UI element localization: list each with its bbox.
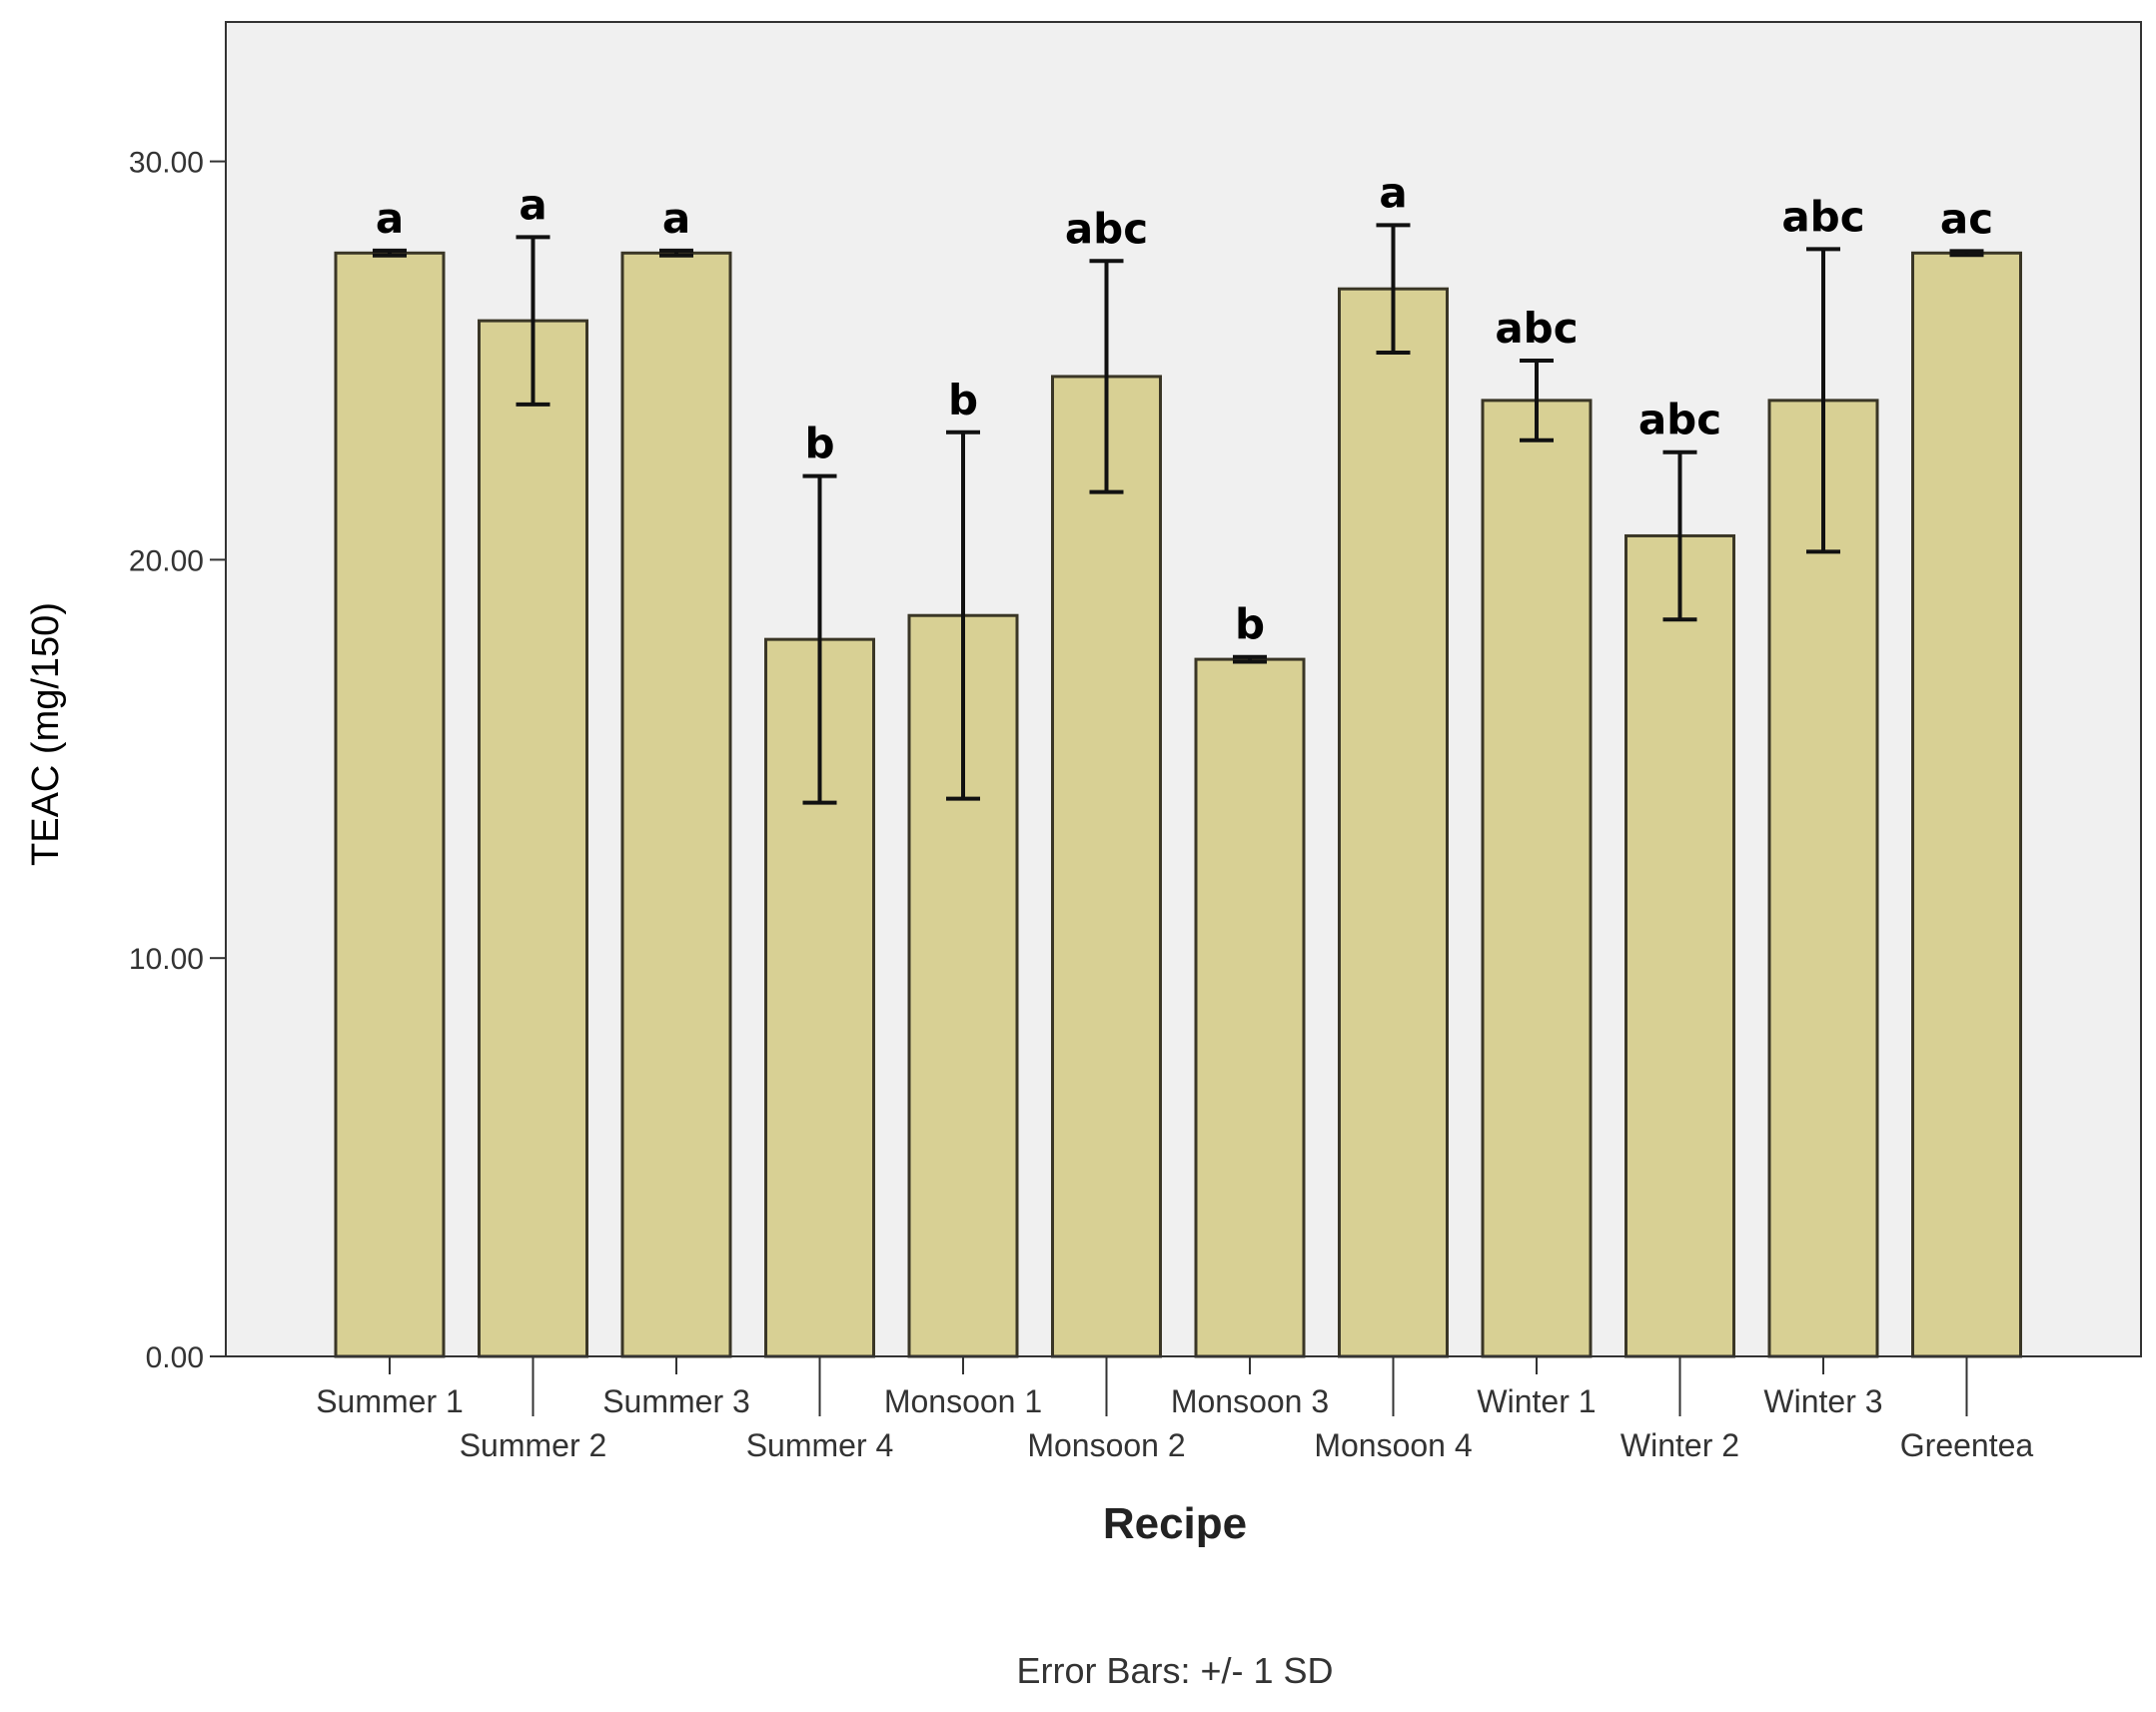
significance-letter: ac bbox=[1940, 194, 1993, 243]
x-tick-label: Winter 2 bbox=[1620, 1427, 1739, 1463]
significance-letter: abc bbox=[1495, 304, 1578, 353]
y-tick-label: 30.00 bbox=[129, 147, 204, 180]
x-tick-label: Monsoon 3 bbox=[1171, 1383, 1329, 1419]
error-bar-footnote: Error Bars: +/- 1 SD bbox=[1016, 1650, 1333, 1691]
significance-letter: b bbox=[948, 376, 978, 425]
bar bbox=[620, 251, 732, 1358]
y-axis-label: TEAC (mg/150) bbox=[25, 602, 67, 866]
x-tick-label: Winter 3 bbox=[1763, 1383, 1882, 1419]
significance-letter: b bbox=[804, 420, 834, 468]
significance-letter: a bbox=[662, 194, 690, 243]
x-tick-label: Summer 1 bbox=[316, 1383, 464, 1419]
error-bars-group bbox=[373, 223, 1984, 805]
x-tick-label: Summer 2 bbox=[460, 1427, 607, 1463]
x-tick-label: Monsoon 1 bbox=[884, 1383, 1042, 1419]
y-axis: 0.00 10.00 20.00 30.00 bbox=[129, 147, 226, 1374]
x-tick-label: Summer 3 bbox=[602, 1383, 750, 1419]
y-tick-label: 20.00 bbox=[129, 544, 204, 577]
significance-letter: b bbox=[1235, 600, 1265, 649]
x-axis-label: Recipe bbox=[1103, 1499, 1247, 1548]
bar bbox=[1051, 375, 1162, 1358]
bar bbox=[1194, 657, 1306, 1358]
significance-letter: a bbox=[1379, 168, 1407, 217]
y-tick-label: 0.00 bbox=[146, 1341, 204, 1374]
significance-letter: abc bbox=[1065, 204, 1148, 253]
bar bbox=[1767, 399, 1879, 1358]
significance-letter: a bbox=[376, 194, 404, 243]
bar bbox=[1911, 251, 2022, 1358]
x-tick-label: Monsoon 4 bbox=[1314, 1427, 1472, 1463]
y-tick-label: 10.00 bbox=[129, 943, 204, 976]
x-tick-label: Greentea bbox=[1900, 1427, 2034, 1463]
bar bbox=[1338, 287, 1449, 1358]
significance-letter: a bbox=[519, 180, 546, 229]
x-tick-label: Summer 4 bbox=[746, 1427, 894, 1463]
bar bbox=[1481, 399, 1593, 1358]
x-tick-label: Monsoon 2 bbox=[1027, 1427, 1185, 1463]
bars-group bbox=[334, 251, 2022, 1358]
x-axis: Summer 1 Summer 2 Summer 3 Summer 4 Monsoon … bbox=[226, 1355, 2141, 1463]
bar bbox=[1624, 533, 1735, 1358]
bar bbox=[478, 319, 588, 1358]
significance-letter: abc bbox=[1781, 192, 1864, 241]
significance-letters-group: a a a b b abc b a abc abc abc ac bbox=[376, 168, 1993, 648]
x-tick-label: Winter 1 bbox=[1477, 1383, 1596, 1419]
significance-letter: abc bbox=[1638, 396, 1721, 444]
bar bbox=[334, 251, 446, 1358]
